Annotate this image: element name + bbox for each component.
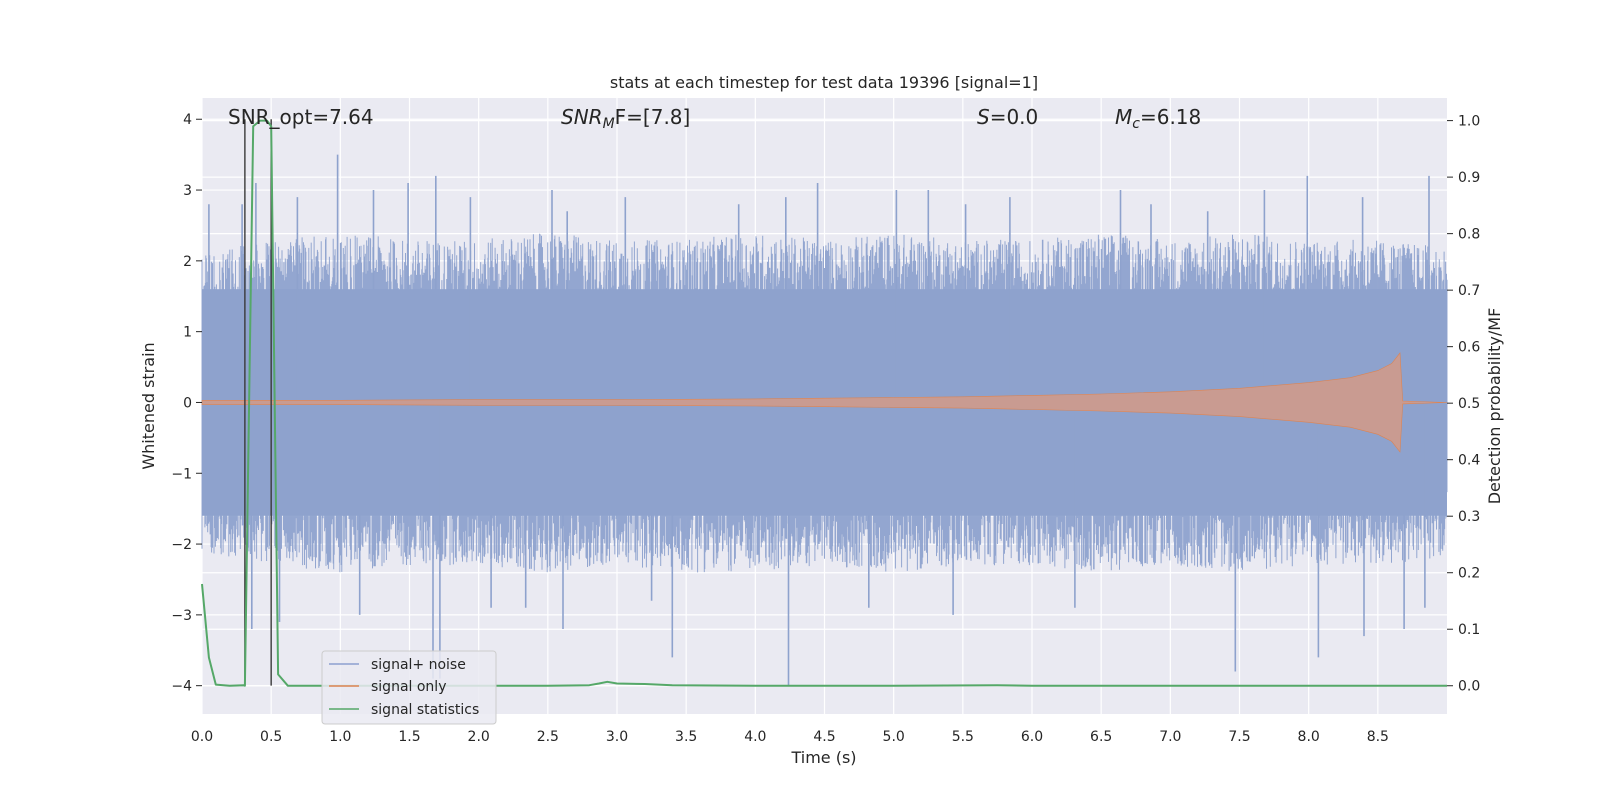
right-y-tick-labels: 1.0 0.9 0.8 0.7 0.6 0.5 0.4 0.3 0.2 0.1 0.0 [1447,114,1480,695]
left-y-tick-labels: 4 3 2 1 0 −1 −2 −3 −4 [171,112,202,695]
vertical-marker-lines [244,119,272,686]
right-y-tick-label: 0.6 [1458,340,1480,356]
snr-opt-annotation: SNR_opt=7.64 [228,105,374,129]
legend-label-signal-noise: signal+ noise [371,657,466,673]
left-y-axis-title: Whitened strain [139,342,158,469]
right-y-tick-label: 1.0 [1458,114,1480,130]
left-y-tick-label: 0 [183,395,192,411]
right-y-tick-label: 0.1 [1458,622,1480,638]
right-y-tick-label: 0.9 [1458,170,1480,186]
left-y-tick-label: −2 [171,537,192,553]
signal-noise-peaks [208,154,1430,686]
right-y-tick-label: 0.5 [1458,396,1480,412]
legend-label-signal-statistics: signal statistics [371,702,479,718]
mc-sub: c [1132,116,1140,132]
left-y-tick-label: 2 [183,254,192,270]
x-tick-label: 3.0 [606,729,628,745]
legend-box [321,650,497,725]
chart-title: stats at each timestep for test data 193… [610,73,1038,92]
s-annotation: S=0.0 [977,105,1038,129]
x-tick-label: 2.0 [468,729,490,745]
right-y-tick-label: 0.3 [1458,509,1480,525]
x-tick-labels: 0.0 0.5 1.0 1.5 2.0 2.5 3.0 3.5 4.0 4.5 5.0 5.5 6.0 6… [191,729,1389,745]
mc-annotation: Mc=6.18 [1115,105,1201,132]
right-y-tick-label: 0.7 [1458,283,1480,299]
x-tick-label: 7.0 [1159,729,1181,745]
x-tick-label: 6.5 [1090,729,1112,745]
x-tick-label: 4.5 [813,729,835,745]
x-tick-label: 0.5 [260,729,282,745]
mc-rest: =6.18 [1140,105,1201,129]
x-tick-label: 4.0 [744,729,766,745]
x-tick-label: 5.0 [883,729,905,745]
x-tick-label: 8.0 [1298,729,1320,745]
x-tick-label: 2.5 [537,729,559,745]
legend-label-signal-only: signal only [371,679,446,695]
signal-only-envelope [201,352,1448,453]
x-tick-label: 3.5 [675,729,697,745]
s-var: S [977,105,990,129]
x-tick-label: 7.5 [1228,729,1250,745]
right-y-axis-title: Detection probability/MF [1485,308,1504,505]
x-tick-label: 8.5 [1367,729,1389,745]
left-y-tick-label: −3 [171,608,192,624]
mc-base: M [1115,105,1132,129]
snr-mf-annotation: SNRMF=[7.8] [561,105,690,132]
right-y-tick-label: 0.0 [1458,679,1480,695]
right-y-tick-label: 0.2 [1458,566,1480,582]
right-y-tick-label: 0.4 [1458,453,1480,469]
x-tick-label: 1.5 [398,729,420,745]
s-rest: =0.0 [990,105,1039,129]
snr-mf-base: SNR [561,105,603,129]
left-y-tick-label: 3 [183,183,192,199]
left-y-tick-label: −1 [171,466,192,482]
x-tick-label: 0.0 [191,729,213,745]
x-tick-label: 6.0 [1021,729,1043,745]
right-y-tick-label: 0.8 [1458,227,1480,243]
legend: signal+ noise signal only signal statist… [321,650,497,725]
left-y-tick-label: −4 [171,679,192,695]
left-y-tick-label: 4 [183,112,192,128]
snr-mf-rest: F=[7.8] [615,105,691,129]
left-y-tick-label: 1 [183,325,192,341]
x-axis-title: Time (s) [790,748,856,767]
snr-mf-sub: M [603,116,615,132]
x-tick-label: 1.0 [329,729,351,745]
x-tick-label: 5.5 [952,729,974,745]
signal-only-series [201,352,1448,453]
